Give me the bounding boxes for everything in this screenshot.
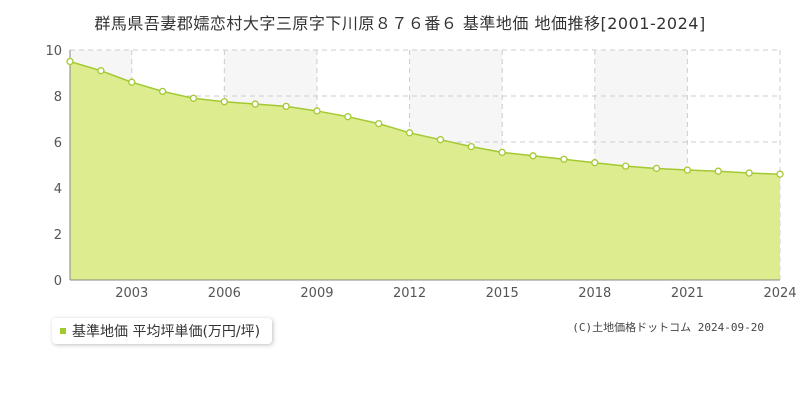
axes (69, 50, 780, 281)
data-point (529, 152, 537, 160)
x-tick-label: 2015 (486, 286, 519, 301)
data-point (467, 142, 475, 151)
data-point (745, 169, 753, 177)
data-point (220, 98, 228, 106)
x-tick-labels: 2003 2006 2009 2012 2015 2018 2021 2024 (115, 286, 796, 301)
copyright: (C)土地価格ドットコム 2024-09-20 (572, 321, 764, 334)
data-point (591, 159, 599, 167)
y-tick-label: 2 (54, 228, 62, 243)
legend[interactable]: 基準地価 平均坪単価(万円/坪) (52, 318, 273, 344)
data-point (344, 113, 352, 121)
series-line (69, 60, 781, 175)
data-point (776, 170, 784, 178)
data-point (405, 129, 414, 137)
y-tick-label: 4 (54, 182, 62, 197)
data-point (652, 164, 661, 173)
series-area (70, 61, 780, 280)
data-point (560, 155, 568, 163)
x-tick-label: 2003 (115, 286, 148, 301)
data-point (282, 102, 290, 110)
data-point (66, 57, 74, 66)
y-tick-labels: 0 2 4 6 8 10 (45, 44, 62, 289)
y-tick-label: 10 (45, 44, 62, 59)
legend-marker (60, 328, 66, 334)
data-point (251, 100, 259, 108)
x-tick-label: 2024 (763, 286, 796, 301)
data-point (375, 119, 383, 128)
y-tick-label: 6 (54, 136, 62, 151)
data-point (158, 87, 167, 96)
x-tick-label: 2021 (671, 286, 704, 301)
legend-label: 基準地価 平均坪単価(万円/坪) (72, 324, 261, 340)
chart-title: 群馬県吾妻郡嬬恋村大字三原字下川原８７６番６ 基準地価 地価推移[2001-20… (94, 14, 706, 33)
x-tick-label: 2009 (300, 286, 333, 301)
data-point (498, 148, 506, 157)
area-layer (69, 60, 781, 280)
data-point (97, 67, 105, 75)
data-point (128, 78, 136, 86)
data-point (313, 107, 321, 115)
y-tick-label: 0 (54, 274, 62, 289)
points (66, 57, 784, 178)
x-tick-label: 2012 (393, 286, 426, 301)
x-tick-label: 2006 (208, 286, 241, 301)
y-tick-label: 8 (54, 90, 62, 105)
data-point (683, 166, 692, 174)
data-point (436, 136, 445, 144)
data-point (189, 94, 198, 102)
data-point (714, 167, 722, 175)
data-point (622, 162, 630, 170)
x-tick-label: 2018 (578, 286, 611, 301)
